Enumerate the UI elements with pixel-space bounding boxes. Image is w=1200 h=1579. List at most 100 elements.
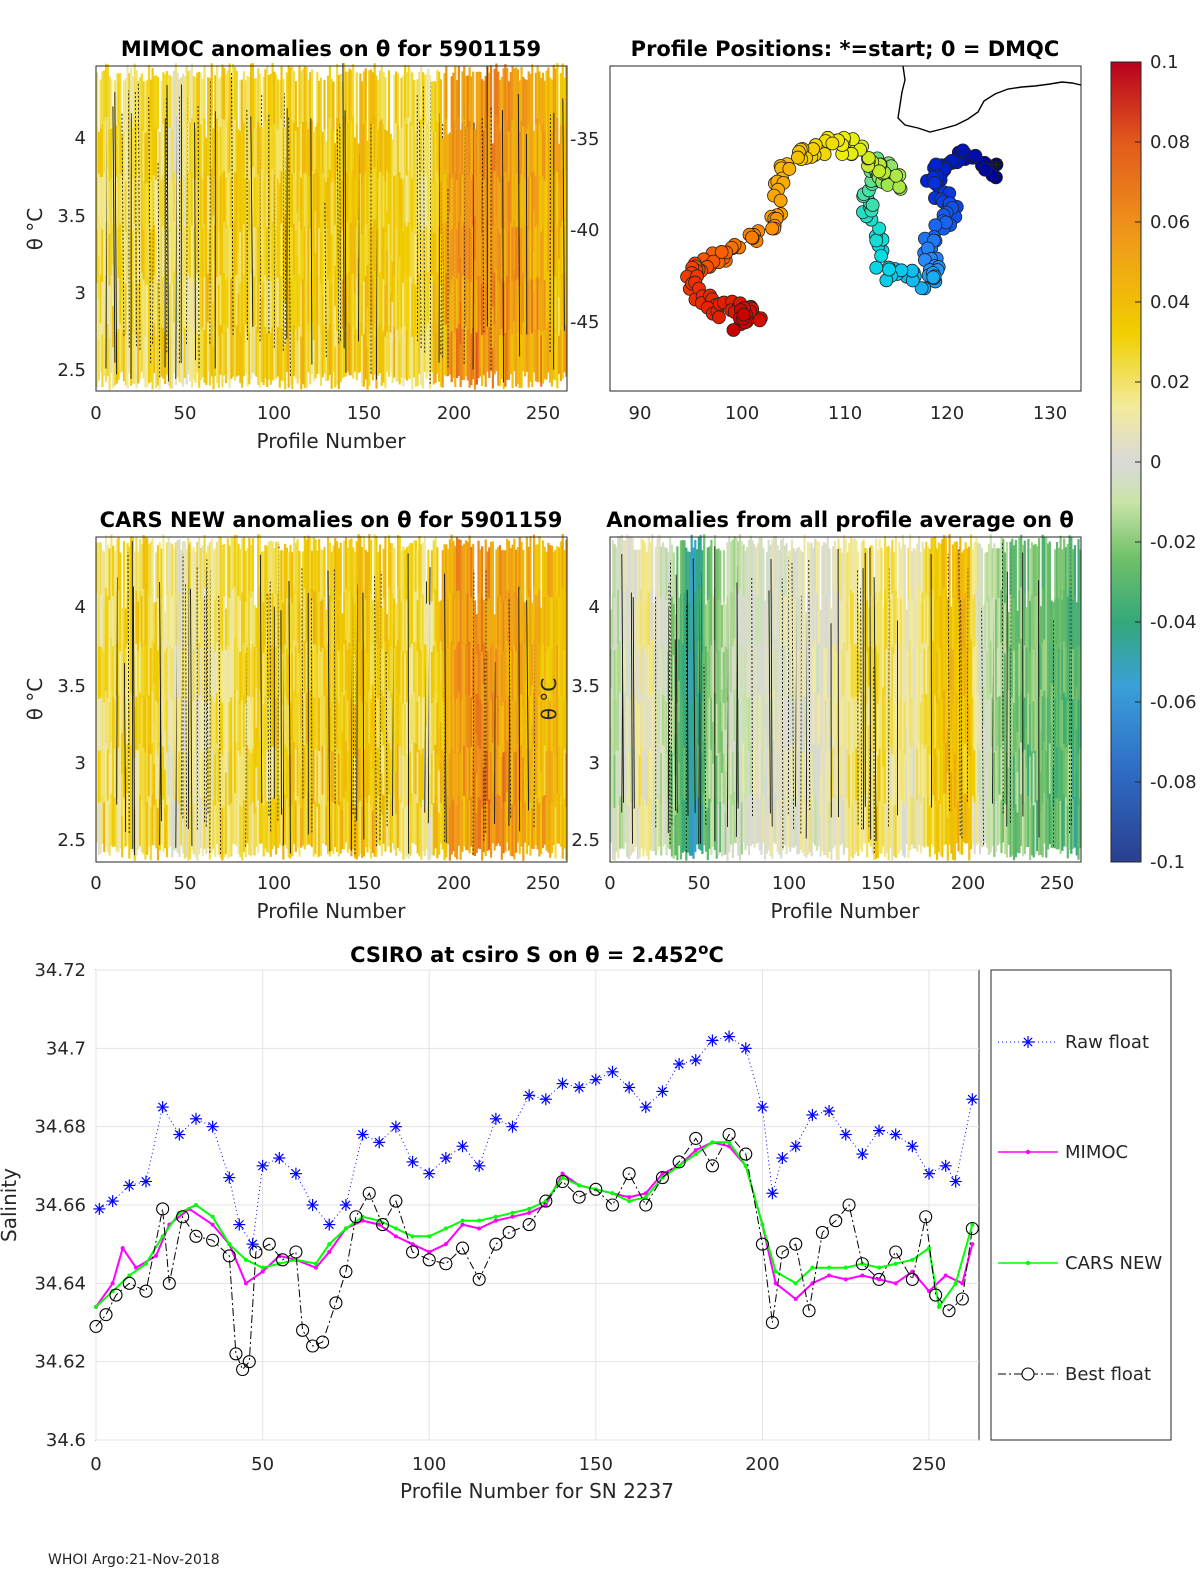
heatmap-cell — [323, 547, 325, 597]
profile-position — [737, 308, 750, 321]
heatmap-cell — [723, 550, 725, 601]
heatmap-cell — [762, 548, 764, 598]
heatmap-cell — [538, 536, 540, 590]
mimoc-heatmap — [96, 63, 567, 390]
positions-xtick: 110 — [828, 403, 862, 424]
colorbar-ticks: 0.10.080.060.040.020-0.02-0.04-0.06-0.08… — [1135, 52, 1197, 873]
colorbar-tick-label: -0.06 — [1150, 692, 1197, 713]
heatmap-cell — [298, 551, 300, 602]
mimoc-ytick: 3.5 — [57, 206, 86, 227]
colorbar-tick-label: -0.1 — [1150, 852, 1185, 873]
heatmap-cell — [311, 69, 313, 120]
mimoc-xtick: 0 — [90, 403, 101, 424]
heatmap-cell — [384, 536, 386, 589]
positions-ytick: -45 — [570, 312, 599, 333]
heatmap-cell — [445, 66, 447, 118]
heatmap-cell — [236, 71, 238, 122]
colorbar-tick-label: -0.02 — [1150, 532, 1197, 553]
profile-position — [979, 163, 992, 176]
profile-position — [746, 231, 759, 244]
cars-xlabel: Profile Number — [257, 899, 407, 923]
positions-axes-box — [610, 66, 1081, 391]
heatmap-cell — [948, 534, 950, 586]
colorbar-tick-label: 0.06 — [1150, 212, 1190, 233]
heatmap-cell — [110, 79, 112, 128]
positions-xticks: 90 100 110 120 130 — [629, 403, 1068, 424]
profile-position — [927, 271, 940, 284]
heatmap-cell — [472, 544, 474, 596]
mimoc-title: MIMOC anomalies on θ for 5901159 — [121, 37, 541, 61]
heatmap-cell — [904, 545, 906, 598]
colorbar-tick-label: 0.08 — [1150, 132, 1190, 153]
contour-line — [408, 553, 409, 853]
profile-position — [753, 314, 766, 327]
profile-position — [928, 176, 941, 189]
heatmap-cell — [356, 72, 358, 124]
heatmap-cell — [871, 545, 873, 597]
profile-position — [929, 219, 942, 232]
colorbar-tick-label: 0.04 — [1150, 292, 1190, 313]
colorbar-tick-label: -0.04 — [1150, 612, 1197, 633]
heatmap-cell — [152, 538, 154, 590]
colorbar-tick-label: -0.08 — [1150, 772, 1197, 793]
positions-xtick: 90 — [629, 403, 652, 424]
heatmap-cell — [259, 74, 261, 127]
heatmap-cell — [481, 546, 483, 599]
heatmap-cell — [211, 63, 213, 116]
contour-line — [281, 610, 282, 814]
mimoc-xtick: 250 — [526, 403, 560, 424]
allavg-heatmap — [610, 534, 1081, 861]
cars-xtick: 100 — [257, 873, 291, 894]
heatmap-cell — [323, 80, 325, 129]
cars-xticks: 0 50 100 150 200 250 — [90, 873, 560, 894]
heatmap-cell — [123, 541, 125, 593]
heatmap-cell — [340, 543, 342, 595]
mimoc-yticks: 4 3.5 3 2.5 — [57, 128, 86, 381]
heatmap-cell — [458, 66, 460, 118]
profile-position — [774, 194, 787, 207]
heatmap-cell — [803, 535, 805, 589]
heatmap-cell — [531, 64, 533, 118]
profile-position — [929, 158, 942, 171]
heatmap-cell — [203, 65, 205, 118]
profile-position — [870, 261, 883, 274]
heatmap-cell — [880, 548, 882, 599]
heatmap-cell — [828, 549, 830, 600]
heatmap-cell — [397, 73, 399, 125]
mimoc-xtick: 50 — [174, 403, 197, 424]
heatmap-cell — [332, 81, 334, 130]
heatmap-cell — [492, 541, 494, 592]
cars-ytick: 2.5 — [57, 830, 86, 851]
profile-position — [890, 169, 903, 182]
heatmap-cell — [352, 64, 354, 117]
heatmap-cell — [556, 63, 558, 118]
profile-position — [727, 324, 740, 337]
mimoc-ytick: 3 — [75, 283, 86, 304]
profile-position — [783, 162, 796, 175]
profile-position — [766, 222, 779, 235]
mimoc-ylabel: θ °C — [23, 208, 47, 251]
cars-xtick: 200 — [437, 873, 471, 894]
mimoc-xlabel: Profile Number — [257, 429, 407, 453]
cars-yticks: 4 3.5 3 2.5 — [57, 597, 86, 851]
cars-ylabel: θ °C — [23, 678, 47, 721]
mimoc-xticks: 0 50 100 150 200 250 — [90, 403, 560, 424]
heatmap-cell — [252, 538, 254, 591]
cars-xtick: 250 — [526, 873, 560, 894]
contour-line — [132, 541, 133, 849]
profile-position — [712, 311, 725, 324]
heatmap-cell — [424, 538, 426, 592]
cars-title: CARS NEW anomalies on θ for 5901159 — [100, 508, 563, 532]
profile-position — [875, 249, 888, 262]
mimoc-xtick: 150 — [347, 403, 381, 424]
heatmap-cell — [295, 81, 297, 131]
colorbar-tick-label: 0.1 — [1150, 52, 1179, 73]
heatmap-cell — [529, 536, 531, 590]
cars-heatmap — [96, 534, 567, 861]
profile-position — [956, 144, 969, 157]
positions-title: Profile Positions: *=start; 0 = DMQC — [631, 37, 1060, 61]
contour-line — [1007, 572, 1008, 827]
heatmap-cell — [895, 536, 897, 590]
heatmap-cell — [673, 553, 675, 604]
heatmap-cell — [223, 544, 225, 597]
